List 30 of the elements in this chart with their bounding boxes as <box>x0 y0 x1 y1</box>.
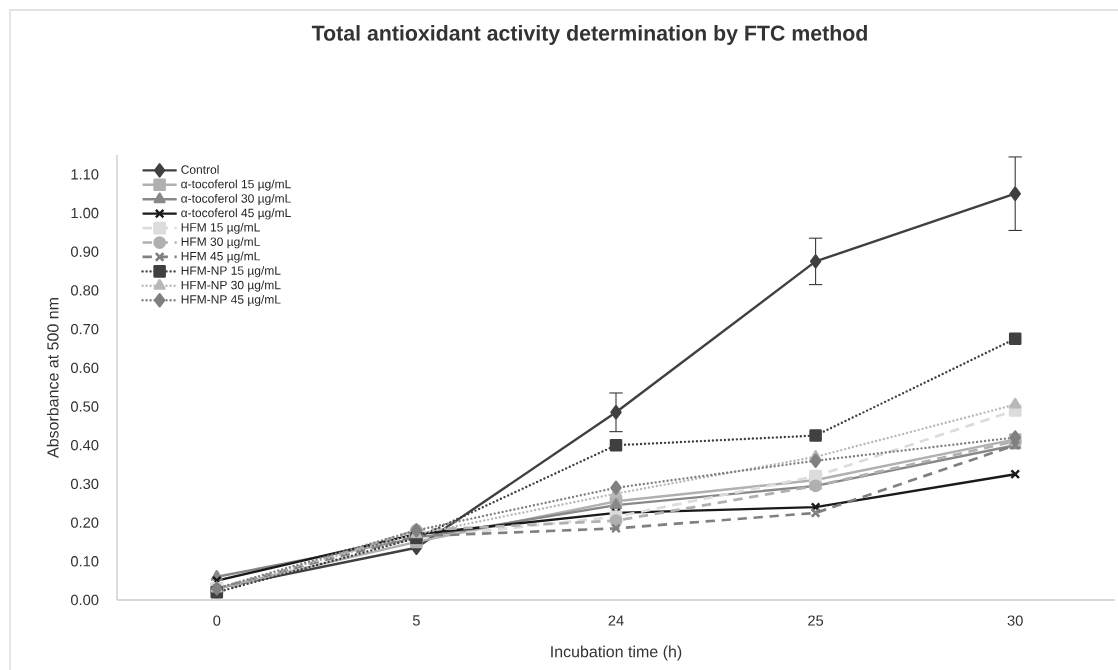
y-axis-title: Absorbance at 500 nm <box>46 298 59 458</box>
y-tick-label: 0.70 <box>70 323 99 335</box>
legend-label: α-tocoferol 30 µg/mL <box>181 193 291 206</box>
y-tick-label: 0.60 <box>70 362 99 374</box>
y-tick-label: 0.80 <box>70 285 99 296</box>
y-tick-label: 0.10 <box>70 556 99 567</box>
legend-label: α-tocoferol 45 µg/mL <box>181 208 291 220</box>
legend-label: Control <box>181 165 219 174</box>
y-tick-label: 1.00 <box>71 207 99 219</box>
y-tick-label: 0.00 <box>70 594 99 606</box>
x-axis-title: Incubation time (h) <box>551 645 682 661</box>
y-tick-label: 1.10 <box>71 169 99 180</box>
x-tick-label: 30 <box>1007 615 1023 626</box>
x-tick-label: 25 <box>808 615 824 626</box>
chart-title: Total antioxidant activity determination by FTC method <box>311 25 867 45</box>
legend-label: HFM 30 µg/mL <box>181 237 260 249</box>
x-tick-label: 0 <box>213 615 221 626</box>
y-tick-label: 0.40 <box>70 440 99 451</box>
y-tick-label: 0.30 <box>70 478 99 490</box>
y-tick-label: 0.20 <box>70 517 99 528</box>
legend-label: HFM-NP 30 µg/mL <box>181 280 281 292</box>
y-tick-label: 0.50 <box>70 401 99 412</box>
x-tick-label: 5 <box>412 615 420 626</box>
legend-label: HFM 45 µg/mL <box>181 251 260 263</box>
legend-label: HFM-NP 15 µg/mL <box>181 266 281 278</box>
y-tick-label: 0.90 <box>70 246 99 257</box>
legend-label: HFM-NP 45 µg/mL <box>181 294 281 307</box>
legend-label: α-tocoferol 15 µg/mL <box>181 179 291 191</box>
legend-label: HFM 15 µg/mL <box>181 222 260 234</box>
x-tick-label: 24 <box>608 615 624 626</box>
